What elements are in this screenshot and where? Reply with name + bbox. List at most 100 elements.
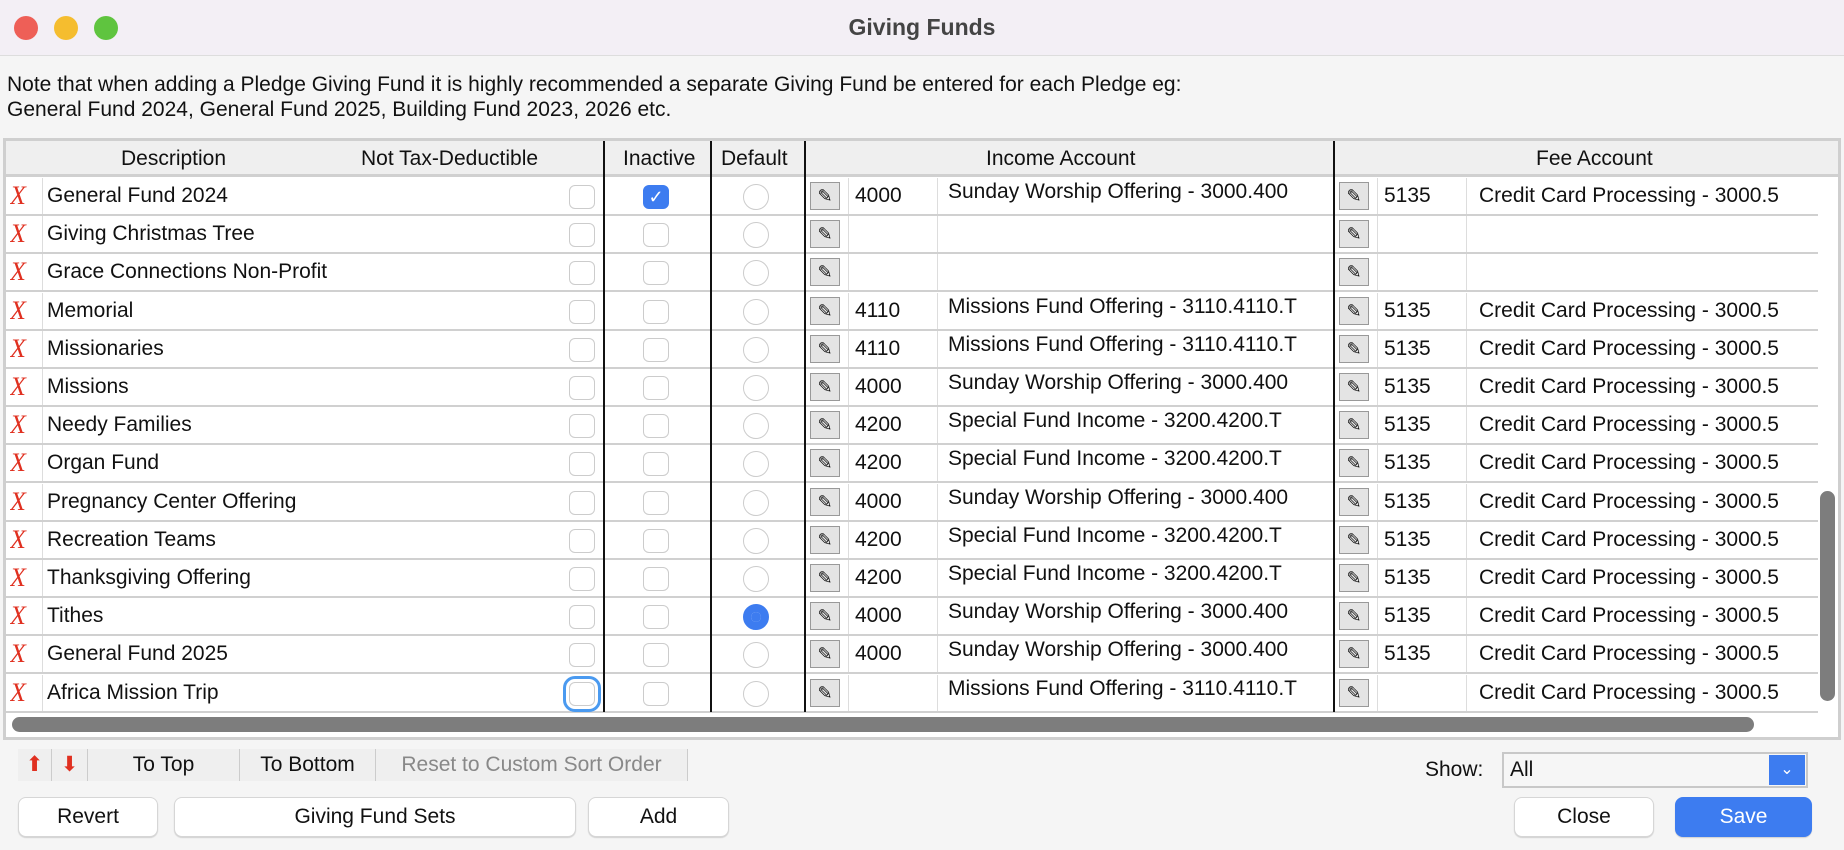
edit-fee-account-icon[interactable]: ✎ <box>1339 602 1369 631</box>
income-account-number[interactable]: 4110 <box>848 330 938 367</box>
inactive-checkbox[interactable] <box>643 261 669 286</box>
close-button[interactable]: Close <box>1514 797 1654 837</box>
default-radio[interactable] <box>743 527 769 554</box>
fee-account-number[interactable]: 5135 <box>1377 445 1467 482</box>
default-radio[interactable] <box>743 451 769 478</box>
delete-icon[interactable]: X <box>10 257 26 287</box>
income-account-number[interactable]: 4110 <box>848 292 938 329</box>
horizontal-scrollbar[interactable] <box>12 717 1754 732</box>
edit-fee-account-icon[interactable]: ✎ <box>1339 678 1369 707</box>
description-cell[interactable]: Pregnancy Center Offering <box>42 483 562 520</box>
income-account-number[interactable]: 4200 <box>848 560 938 596</box>
income-account-number[interactable]: 4000 <box>848 483 938 520</box>
description-cell[interactable]: Organ Fund <box>42 445 562 482</box>
description-cell[interactable]: Tithes <box>42 598 562 635</box>
income-account-number[interactable]: 4200 <box>848 407 938 444</box>
default-radio[interactable] <box>743 298 769 325</box>
inactive-checkbox[interactable] <box>643 376 669 400</box>
edit-income-account-icon[interactable]: ✎ <box>810 220 840 249</box>
delete-icon[interactable]: X <box>10 601 26 631</box>
default-radio[interactable] <box>743 375 769 401</box>
edit-fee-account-icon[interactable]: ✎ <box>1339 449 1369 478</box>
edit-fee-account-icon[interactable]: ✎ <box>1339 411 1369 440</box>
header-income-account[interactable]: Income Account <box>986 147 1136 170</box>
fee-account-number[interactable]: 5135 <box>1377 407 1467 444</box>
minimize-window-button[interactable] <box>54 16 78 40</box>
not-tax-deductible-checkbox[interactable] <box>569 223 595 248</box>
zoom-window-button[interactable] <box>94 16 118 40</box>
delete-icon[interactable]: X <box>10 486 26 516</box>
income-account-number[interactable] <box>848 254 938 291</box>
not-tax-deductible-checkbox[interactable] <box>569 337 595 362</box>
delete-icon[interactable]: X <box>10 563 26 592</box>
fee-account-number[interactable]: 5135 <box>1377 330 1467 367</box>
inactive-checkbox[interactable] <box>643 528 669 553</box>
income-account-number[interactable]: 4000 <box>848 369 938 405</box>
edit-fee-account-icon[interactable]: ✎ <box>1339 296 1369 325</box>
edit-income-account-icon[interactable]: ✎ <box>810 182 840 210</box>
not-tax-deductible-checkbox[interactable] <box>569 643 595 668</box>
edit-income-account-icon[interactable]: ✎ <box>810 640 840 669</box>
edit-fee-account-icon[interactable]: ✎ <box>1339 525 1369 554</box>
edit-fee-account-icon[interactable]: ✎ <box>1339 487 1369 516</box>
fee-account-number[interactable] <box>1377 254 1467 291</box>
edit-income-account-icon[interactable]: ✎ <box>810 449 840 478</box>
inactive-checkbox[interactable]: ✓ <box>643 185 669 209</box>
default-radio[interactable] <box>743 680 769 707</box>
delete-icon[interactable]: X <box>10 295 26 325</box>
default-radio[interactable] <box>743 413 769 440</box>
fee-account-number[interactable]: 5135 <box>1377 521 1467 558</box>
not-tax-deductible-checkbox[interactable] <box>563 675 601 712</box>
description-cell[interactable]: General Fund 2025 <box>42 636 562 673</box>
delete-icon[interactable]: X <box>10 333 26 363</box>
edit-income-account-icon[interactable]: ✎ <box>810 564 840 592</box>
delete-icon[interactable]: X <box>10 219 26 249</box>
description-cell[interactable]: General Fund 2024 <box>42 178 562 214</box>
delete-icon[interactable]: X <box>10 372 26 401</box>
close-window-button[interactable] <box>14 16 38 40</box>
default-radio[interactable] <box>743 336 769 363</box>
revert-button[interactable]: Revert <box>18 797 158 837</box>
edit-fee-account-icon[interactable]: ✎ <box>1339 182 1369 210</box>
header-inactive[interactable]: Inactive <box>623 147 696 170</box>
vertical-scrollbar[interactable] <box>1820 491 1835 701</box>
edit-income-account-icon[interactable]: ✎ <box>810 373 840 401</box>
default-radio[interactable] <box>743 260 769 287</box>
edit-income-account-icon[interactable]: ✎ <box>810 487 840 516</box>
description-cell[interactable]: Giving Christmas Tree <box>42 216 562 253</box>
not-tax-deductible-checkbox[interactable] <box>569 605 595 630</box>
move-down-arrow-icon[interactable]: ⬇ <box>52 749 88 781</box>
inactive-checkbox[interactable] <box>643 681 669 706</box>
description-cell[interactable]: Africa Mission Trip <box>42 674 562 711</box>
edit-income-account-icon[interactable]: ✎ <box>810 678 840 707</box>
not-tax-deductible-checkbox[interactable] <box>569 261 595 286</box>
not-tax-deductible-checkbox[interactable] <box>569 299 595 324</box>
not-tax-deductible-checkbox[interactable] <box>569 490 595 515</box>
header-description[interactable]: Description <box>121 147 227 170</box>
inactive-checkbox[interactable] <box>643 299 669 324</box>
edit-income-account-icon[interactable]: ✎ <box>810 334 840 363</box>
fee-account-number[interactable] <box>1377 674 1467 711</box>
not-tax-deductible-checkbox[interactable] <box>569 185 595 209</box>
default-radio[interactable] <box>743 566 769 592</box>
save-button[interactable]: Save <box>1675 797 1812 837</box>
edit-income-account-icon[interactable]: ✎ <box>810 525 840 554</box>
to-top-button[interactable]: To Top <box>88 749 240 781</box>
header-fee-account[interactable]: Fee Account <box>1536 147 1653 170</box>
delete-icon[interactable]: X <box>10 677 26 707</box>
edit-fee-account-icon[interactable]: ✎ <box>1339 258 1369 287</box>
chevron-down-icon[interactable]: ⌄ <box>1769 755 1805 785</box>
edit-income-account-icon[interactable]: ✎ <box>810 602 840 631</box>
inactive-checkbox[interactable] <box>643 605 669 630</box>
income-account-number[interactable]: 4000 <box>848 598 938 635</box>
add-button[interactable]: Add <box>588 797 729 837</box>
inactive-checkbox[interactable] <box>643 223 669 248</box>
inactive-checkbox[interactable] <box>643 452 669 477</box>
show-dropdown[interactable]: All ⌄ <box>1502 752 1808 788</box>
edit-income-account-icon[interactable]: ✎ <box>810 411 840 440</box>
header-default[interactable]: Default <box>721 147 788 170</box>
fee-account-number[interactable]: 5135 <box>1377 598 1467 635</box>
description-cell[interactable]: Needy Families <box>42 407 562 444</box>
edit-fee-account-icon[interactable]: ✎ <box>1339 220 1369 249</box>
income-account-number[interactable]: 4200 <box>848 521 938 558</box>
